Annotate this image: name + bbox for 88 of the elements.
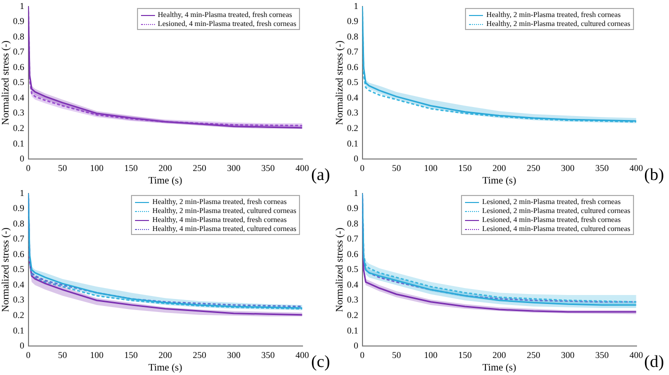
y-tick-label: 0 xyxy=(354,154,359,164)
y-tick-label: 0 xyxy=(20,340,25,351)
x-tick-label: 150 xyxy=(458,350,472,360)
x-tick-label: 50 xyxy=(392,350,402,360)
y-tick-label: 0.3 xyxy=(13,108,25,118)
y-tick-label: 0.6 xyxy=(347,248,359,259)
y-tick-label: 0.3 xyxy=(13,294,25,305)
y-tick-label: 0.2 xyxy=(347,123,358,133)
y-tick-label: 0.5 xyxy=(347,77,359,88)
y-tick-label: 1 xyxy=(20,188,24,198)
x-tick-label: 350 xyxy=(595,162,610,173)
x-tick-label: 100 xyxy=(424,162,438,173)
text: (d) xyxy=(644,352,664,372)
x-tick-label: 400 xyxy=(296,162,310,173)
y-tick-label: 0.8 xyxy=(13,31,25,42)
y-tick-label: 0.7 xyxy=(13,234,25,244)
y-axis-title: Normalized stress (-) xyxy=(0,40,12,126)
x-axis-title: Time (s) xyxy=(148,362,182,374)
x-tick-label: 200 xyxy=(158,162,172,173)
y-tick-label: 0.8 xyxy=(347,31,359,42)
y-tick-label: 0.5 xyxy=(347,264,359,274)
x-tick-label: 100 xyxy=(424,350,438,360)
x-tick-label: 150 xyxy=(458,162,472,173)
x-tick-label: 100 xyxy=(90,350,104,360)
y-tick-label: 0.9 xyxy=(13,203,25,214)
y-tick-label: 0 xyxy=(20,154,25,164)
y-tick-label: 0.3 xyxy=(347,294,359,305)
y-tick-label: 0.5 xyxy=(13,264,25,274)
x-tick-label: 300 xyxy=(227,162,241,173)
x-tick-label: 250 xyxy=(192,350,207,360)
y-tick-label: 0.9 xyxy=(347,16,359,26)
x-tick-label: 350 xyxy=(261,162,276,173)
x-tick-label: 250 xyxy=(526,162,541,173)
y-tick-label: 1 xyxy=(354,188,358,198)
x-tick-label: 200 xyxy=(492,162,506,173)
y-tick-label: 0.2 xyxy=(13,123,24,133)
text: (c) xyxy=(311,352,330,372)
x-tick-label: 150 xyxy=(124,350,138,360)
y-tick-label: 0.1 xyxy=(347,325,358,336)
x-tick-label: 250 xyxy=(526,350,541,360)
y-tick-label: 0.1 xyxy=(13,325,24,336)
y-tick-label: 0.5 xyxy=(13,77,25,88)
y-tick-label: 0.7 xyxy=(347,46,359,57)
x-axis-title: Time (s) xyxy=(482,362,516,374)
x-tick-label: 200 xyxy=(158,350,172,360)
x-tick-label: 350 xyxy=(261,350,276,360)
y-tick-label: 0.6 xyxy=(13,248,25,259)
y-tick-label: 0.6 xyxy=(347,62,359,72)
x-axis-title: Time (s) xyxy=(482,176,516,187)
x-tick-label: 400 xyxy=(296,350,310,360)
x-tick-label: 50 xyxy=(58,162,68,173)
y-axis-title: Normalized stress (-) xyxy=(334,228,346,312)
y-tick-label: 0.6 xyxy=(13,62,25,72)
x-tick-label: 150 xyxy=(124,162,138,173)
y-tick-label: 0.2 xyxy=(13,310,24,320)
x-tick-label: 300 xyxy=(561,162,575,173)
y-tick-label: 0.3 xyxy=(347,108,359,118)
y-tick-label: 0.8 xyxy=(13,218,25,228)
y-tick-label: 0.9 xyxy=(347,203,359,214)
y-tick-label: 0.1 xyxy=(347,138,358,148)
y-tick-label: 0.4 xyxy=(13,279,25,290)
y-tick-label: 1 xyxy=(20,0,24,11)
y-tick-label: 0.7 xyxy=(347,234,359,244)
x-tick-label: 350 xyxy=(595,350,610,360)
y-tick-label: 0.4 xyxy=(13,92,25,102)
y-tick-label: 0.7 xyxy=(13,46,25,57)
y-tick-label: 1 xyxy=(354,0,358,11)
y-tick-label: 0.4 xyxy=(347,279,359,290)
x-axis-title: Time (s) xyxy=(148,176,182,187)
y-tick-label: 0.9 xyxy=(13,16,25,26)
y-tick-label: 0.8 xyxy=(347,218,359,228)
x-tick-label: 300 xyxy=(227,350,241,360)
x-tick-label: 50 xyxy=(392,162,402,173)
x-tick-label: 300 xyxy=(561,350,575,360)
y-tick-label: 0.4 xyxy=(347,92,359,102)
x-tick-label: 400 xyxy=(630,350,644,360)
y-tick-label: 0.1 xyxy=(13,138,24,148)
y-tick-label: 0 xyxy=(354,340,359,351)
y-axis-title: Normalized stress (-) xyxy=(334,40,346,126)
text: (a) xyxy=(311,165,330,185)
y-tick-label: 0.2 xyxy=(347,310,358,320)
y-axis-title: Normalized stress (-) xyxy=(0,228,12,312)
x-tick-label: 250 xyxy=(192,162,207,173)
x-tick-label: 100 xyxy=(90,162,104,173)
x-tick-label: 200 xyxy=(492,350,506,360)
x-tick-label: 50 xyxy=(58,350,68,360)
x-tick-label: 400 xyxy=(630,162,644,173)
text: (b) xyxy=(644,165,664,185)
